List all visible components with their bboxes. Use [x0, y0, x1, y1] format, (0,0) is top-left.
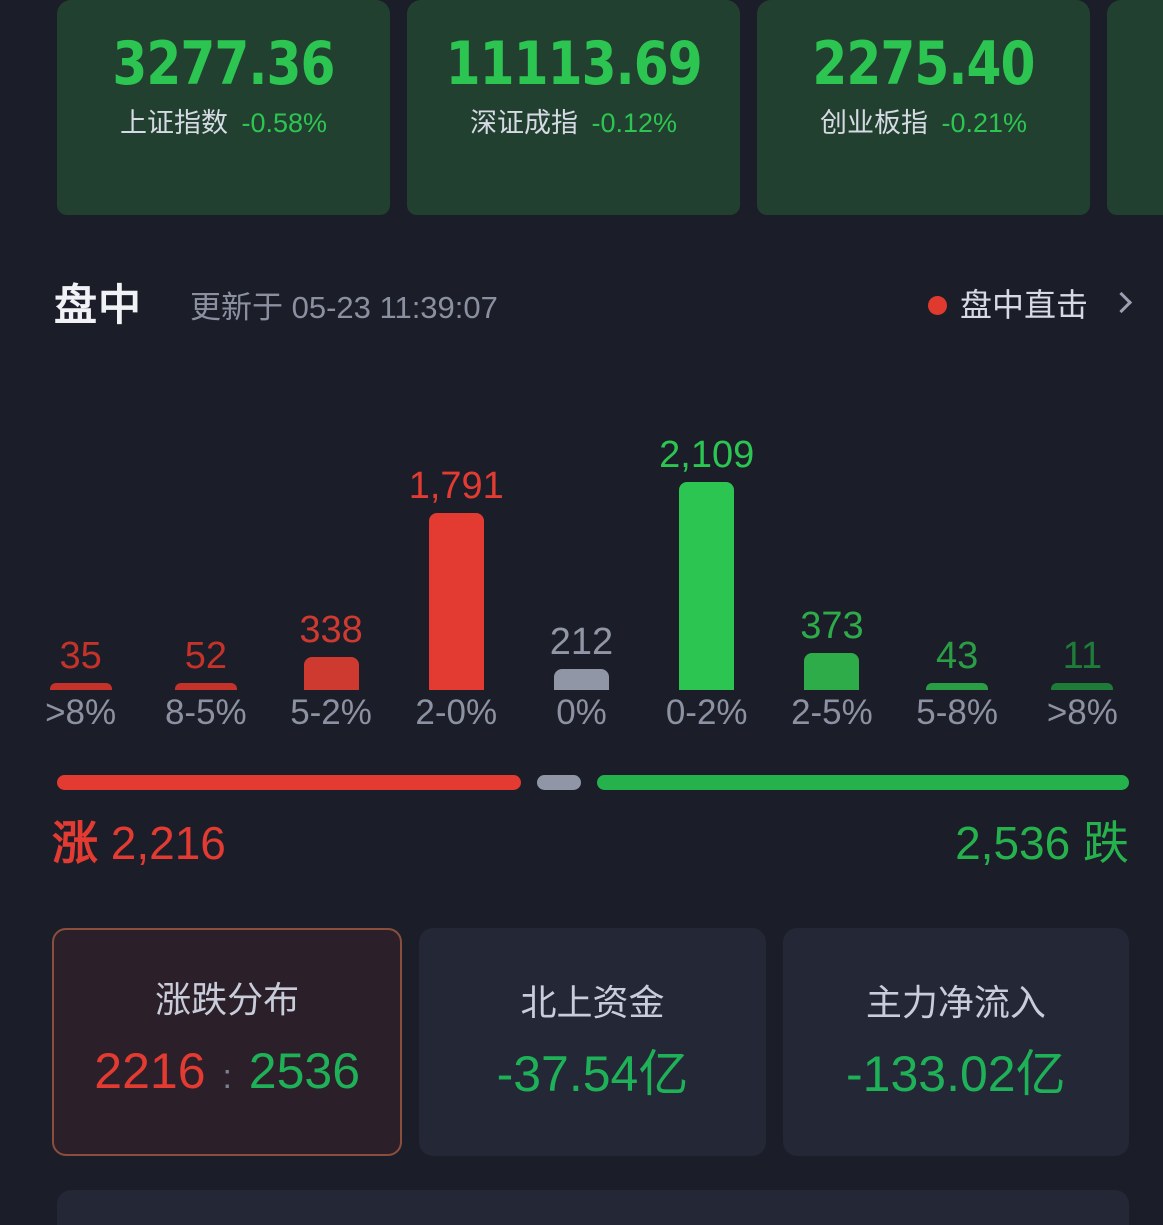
stat-card-row: 涨跌分布 2216 : 2536 北上资金 -37.54亿 主力净流入 -133…	[0, 928, 1163, 1156]
index-card-shanghai[interactable]: 3277.36 上证指数 -0.58%	[57, 0, 390, 215]
chart-axis-tick-label: >8%	[1046, 693, 1118, 732]
chart-bar	[174, 683, 237, 690]
page-title: 盘中	[54, 282, 142, 330]
next-panel-partial[interactable]	[57, 1190, 1129, 1225]
live-dot-icon	[927, 295, 947, 315]
chart-axis-tick-label: 2-5%	[791, 693, 873, 732]
stat-card-value: -37.54亿	[496, 1046, 689, 1102]
updown-distribution-chart: 35 52 338 1,791 212 2,109 373 43 11 >8% 8-5% 5-2% 2…	[0, 390, 1163, 745]
index-value: 3277.36	[112, 29, 335, 99]
chart-axis-tick-label: 5-2%	[290, 693, 372, 732]
index-name: 创业板指	[819, 108, 928, 138]
chart-axis-tick: 0-2%	[644, 690, 769, 742]
chart-bar	[679, 482, 735, 690]
index-subtitle: 创业板指 -0.21%	[820, 108, 1027, 138]
ratio-segment-up	[57, 775, 521, 790]
stat-card-northbound-capital[interactable]: 北上资金 -37.54亿	[419, 928, 766, 1156]
index-card-shenzhen[interactable]: 11113.69 深证成指 -0.12%	[407, 0, 740, 215]
stat-up-count: 2216	[94, 1043, 206, 1099]
stat-card-title: 主力净流入	[865, 982, 1046, 1023]
index-value: 2275.40	[812, 29, 1035, 99]
chart-bar	[303, 657, 359, 690]
chart-bar-value: 35	[59, 635, 102, 677]
ratio-segment-flat	[537, 775, 581, 790]
index-change: -0.12%	[591, 108, 678, 138]
chart-axis-tick-label: 2-0%	[415, 693, 498, 732]
chart-bar-value: 212	[549, 621, 614, 663]
chart-bar-group: 373	[769, 390, 894, 690]
chart-axis-tick: 8-5%	[143, 690, 268, 742]
index-subtitle: 深证成指 -0.12%	[470, 108, 677, 138]
index-name: 上证指数	[119, 108, 228, 138]
stat-card-value: 2216 : 2536	[94, 1043, 360, 1105]
chart-axis-tick: >8%	[18, 690, 143, 742]
chart-bar-group: 35	[18, 390, 143, 690]
up-count-label: 涨 2,216	[52, 815, 226, 871]
live-feed-link[interactable]: 盘中直击	[927, 286, 1129, 324]
chart-bar-group: 11	[1020, 390, 1145, 690]
chart-axis-tick-label: 0%	[556, 693, 607, 732]
stat-card-updown-distribution[interactable]: 涨跌分布 2216 : 2536	[52, 928, 403, 1156]
chart-bar-value: 1,791	[408, 465, 504, 507]
chart-axis-tick: 2-5%	[769, 690, 894, 742]
chart-bar-value: 338	[299, 609, 363, 651]
section-header: 盘中 更新于 05-23 11:39:07 盘中直击	[0, 282, 1163, 352]
stat-card-main-net-inflow[interactable]: 主力净流入 -133.02亿	[782, 928, 1129, 1156]
chart-bar-value: 52	[184, 635, 227, 677]
chart-axis-tick-label: 0-2%	[665, 693, 748, 732]
stat-card-title: 涨跌分布	[155, 979, 300, 1020]
chart-bars: 35 52 338 1,791 212 2,109 373 43 11	[18, 390, 1145, 690]
chart-bar-group: 2,109	[644, 390, 769, 690]
index-name: 深证成指	[469, 108, 578, 138]
up-count-value: 2,216	[110, 817, 226, 869]
chart-bar-value: 43	[936, 635, 979, 677]
chart-bar-value: 373	[800, 605, 864, 647]
chart-bar-group: 212	[519, 390, 644, 690]
chart-axis-tick: >8%	[1020, 690, 1145, 742]
stat-down-count: 2536	[248, 1043, 361, 1099]
chart-bar-group: 1,791	[394, 390, 519, 690]
chart-axis-tick-label: 5-8%	[916, 693, 998, 732]
ratio-labels: 涨 2,216 2,536 跌	[0, 815, 1163, 875]
chart-axis-tick: 5-8%	[895, 690, 1020, 742]
down-count-label: 2,536 跌	[955, 815, 1129, 871]
chart-bar-group: 338	[268, 390, 393, 690]
chart-bar	[926, 683, 989, 690]
index-card-partial-next[interactable]	[1107, 0, 1163, 215]
chart-axis-tick: 5-2%	[268, 690, 393, 742]
chart-bar-value: 2,109	[659, 434, 755, 476]
chart-bar	[804, 653, 860, 690]
chart-axis-tick: 2-0%	[394, 690, 519, 742]
stat-separator: :	[222, 1058, 232, 1096]
chart-bar	[553, 669, 609, 690]
update-timestamp: 更新于 05-23 11:39:07	[190, 290, 498, 325]
index-value: 11113.69	[445, 29, 702, 99]
chart-bar-group: 43	[895, 390, 1020, 690]
live-feed-label: 盘中直击	[959, 287, 1088, 323]
chart-axis-tick-label: >8%	[45, 693, 117, 732]
updown-ratio-bar	[0, 775, 1163, 805]
index-change: -0.21%	[941, 108, 1028, 138]
up-prefix: 涨	[52, 817, 98, 869]
chart-bar-value: 11	[1062, 635, 1103, 677]
ratio-segment-down	[597, 775, 1129, 790]
chart-x-axis: >8% 8-5% 5-2% 2-0% 0% 0-2% 2-5% 5-8% >8%	[18, 690, 1145, 742]
down-count-value: 2,536	[955, 817, 1071, 869]
index-subtitle: 上证指数 -0.58%	[120, 108, 327, 138]
index-card-strip[interactable]: 3277.36 上证指数 -0.58% 11113.69 深证成指 -0.12%…	[0, 0, 1163, 215]
chart-bar	[49, 683, 112, 690]
index-card-chinext[interactable]: 2275.40 创业板指 -0.21%	[757, 0, 1090, 215]
stat-card-title: 北上资金	[520, 982, 665, 1023]
chart-axis-tick: 0%	[519, 690, 644, 742]
down-suffix: 跌	[1083, 817, 1129, 869]
chart-bar	[1051, 683, 1114, 690]
chart-bar-group: 52	[143, 390, 268, 690]
chart-axis-tick-label: 8-5%	[164, 693, 247, 732]
stat-card-value: -133.02亿	[846, 1046, 1066, 1102]
chart-bar	[428, 513, 484, 690]
chevron-right-icon[interactable]	[1114, 292, 1129, 318]
index-change: -0.58%	[241, 108, 328, 138]
